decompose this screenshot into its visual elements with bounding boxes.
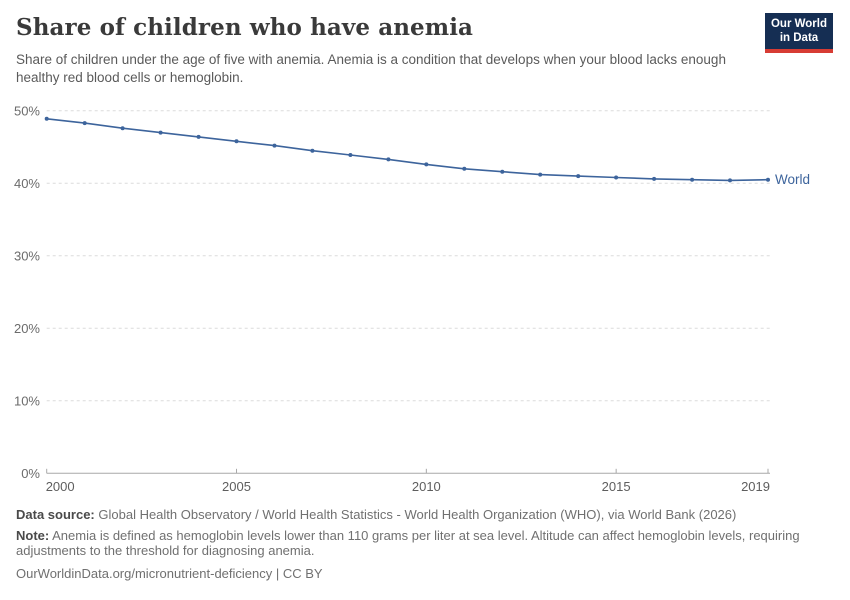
y-tick-label: 50% — [14, 103, 40, 118]
owid-logo-line2: in Data — [779, 31, 819, 44]
chart-footer: Data source: Global Health Observatory /… — [16, 507, 828, 581]
data-point[interactable] — [500, 169, 505, 174]
x-tick-label: 2019 — [741, 479, 770, 494]
line-chart[interactable]: 0% 10% 20% 30% 40% 50% 2000 2005 2010 2015 2019 Wor… — [0, 95, 850, 500]
data-point[interactable] — [82, 121, 87, 126]
data-point[interactable] — [652, 176, 657, 181]
data-point[interactable] — [348, 153, 353, 157]
series-end-label[interactable]: World — [775, 172, 810, 187]
data-point[interactable] — [766, 177, 770, 182]
data-point[interactable] — [690, 177, 695, 182]
y-tick-label: 30% — [14, 248, 40, 263]
data-point[interactable] — [424, 162, 429, 167]
owid-logo-line1: Our World — [770, 18, 827, 30]
data-point[interactable] — [576, 174, 581, 179]
data-point[interactable] — [234, 139, 239, 144]
note-row: Note: Anemia is defined as hemoglobin le… — [16, 528, 828, 559]
page-title: Share of children who have anemia — [16, 14, 474, 41]
data-point[interactable] — [386, 157, 391, 162]
chart-header: Share of children who have anemia Share … — [16, 14, 750, 86]
data-point[interactable] — [728, 178, 732, 183]
data-point[interactable] — [538, 172, 543, 177]
data-point[interactable] — [196, 134, 201, 139]
y-tick-label: 0% — [21, 466, 40, 481]
note-label: Note: — [16, 527, 50, 543]
chart-subtitle: Share of children under the age of five … — [16, 52, 726, 85]
y-tick-label: 40% — [14, 176, 40, 191]
x-tick-label: 2015 — [602, 479, 631, 494]
note-text: Anemia is defined as hemoglobin levels l… — [16, 527, 800, 559]
data-point[interactable] — [462, 166, 467, 171]
data-point[interactable] — [614, 175, 619, 180]
data-point[interactable] — [120, 126, 125, 131]
data-point[interactable] — [158, 130, 163, 135]
owid-logo[interactable]: Our World in Data — [765, 13, 833, 53]
y-tick-label: 10% — [14, 393, 40, 408]
data-source-label: Data source: — [16, 507, 95, 522]
x-tick-label: 2000 — [46, 479, 75, 494]
x-tick-label: 2010 — [412, 479, 441, 494]
line-chart-svg[interactable]: 0% 10% 20% 30% 40% 50% 2000 2005 2010 2015 2019 Wor… — [0, 95, 850, 500]
data-source-row: Data source: Global Health Observatory /… — [16, 507, 828, 523]
data-source-text: Global Health Observatory / World Health… — [98, 507, 737, 522]
data-point[interactable] — [44, 116, 49, 121]
world-series-line[interactable] — [46, 118, 769, 182]
citation: OurWorldinData.org/micronutrient-deficie… — [16, 565, 323, 581]
y-tick-label: 20% — [14, 321, 40, 336]
data-point[interactable] — [310, 148, 315, 153]
x-tick-label: 2005 — [222, 479, 251, 494]
data-point[interactable] — [272, 143, 277, 148]
